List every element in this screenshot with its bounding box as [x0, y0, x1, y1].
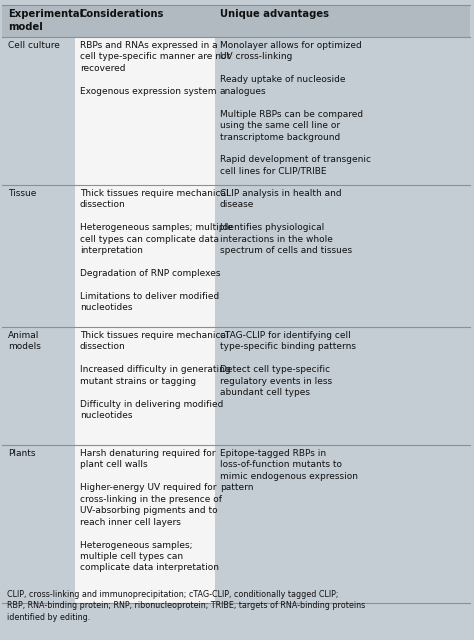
Bar: [2, 327, 75, 445]
Bar: [75, 37, 215, 185]
Bar: [2, 185, 75, 327]
Text: Unique advantages: Unique advantages: [220, 9, 329, 19]
Bar: [215, 185, 470, 327]
Text: Thick tissues require mechanical
dissection

Increased difficulty in generating
: Thick tissues require mechanical dissect…: [80, 331, 231, 420]
Text: Harsh denaturing required for
plant cell walls

Higher-energy UV required for
cr: Harsh denaturing required for plant cell…: [80, 449, 222, 573]
Text: cTAG-CLIP for identifying cell
type-specific binding patterns

Detect cell type-: cTAG-CLIP for identifying cell type-spec…: [220, 331, 356, 397]
Text: Epitope-tagged RBPs in
loss-of-function mutants to
mimic endogenous expression
p: Epitope-tagged RBPs in loss-of-function …: [220, 449, 358, 492]
Text: Animal
models: Animal models: [8, 331, 41, 351]
Bar: [75, 445, 215, 603]
Bar: [215, 327, 470, 445]
Bar: [2, 37, 75, 185]
Text: Thick tissues require mechanical
dissection

Heterogeneous samples; multiple
cel: Thick tissues require mechanical dissect…: [80, 189, 233, 312]
Text: Monolayer allows for optimized
UV cross-linking

Ready uptake of nucleoside
anal: Monolayer allows for optimized UV cross-…: [220, 41, 371, 176]
Bar: [2, 445, 75, 603]
Text: CLIP analysis in health and
disease

Identifies physiological
interactions in th: CLIP analysis in health and disease Iden…: [220, 189, 352, 255]
Bar: [75, 327, 215, 445]
Text: CLIP, cross-linking and immunoprecipitation; cTAG-CLIP, conditionally tagged CLI: CLIP, cross-linking and immunoprecipitat…: [7, 590, 365, 622]
Bar: [75, 185, 215, 327]
Bar: [215, 445, 470, 603]
Bar: [215, 37, 470, 185]
Text: Plants: Plants: [8, 449, 36, 458]
Text: RBPs and RNAs expressed in a
cell type-specific manner are not
recovered

Exogen: RBPs and RNAs expressed in a cell type-s…: [80, 41, 230, 96]
Text: Considerations: Considerations: [80, 9, 164, 19]
Text: Tissue: Tissue: [8, 189, 36, 198]
Bar: [2, 5, 470, 37]
Text: Experimental
model: Experimental model: [8, 9, 83, 32]
Text: Cell culture: Cell culture: [8, 41, 60, 50]
